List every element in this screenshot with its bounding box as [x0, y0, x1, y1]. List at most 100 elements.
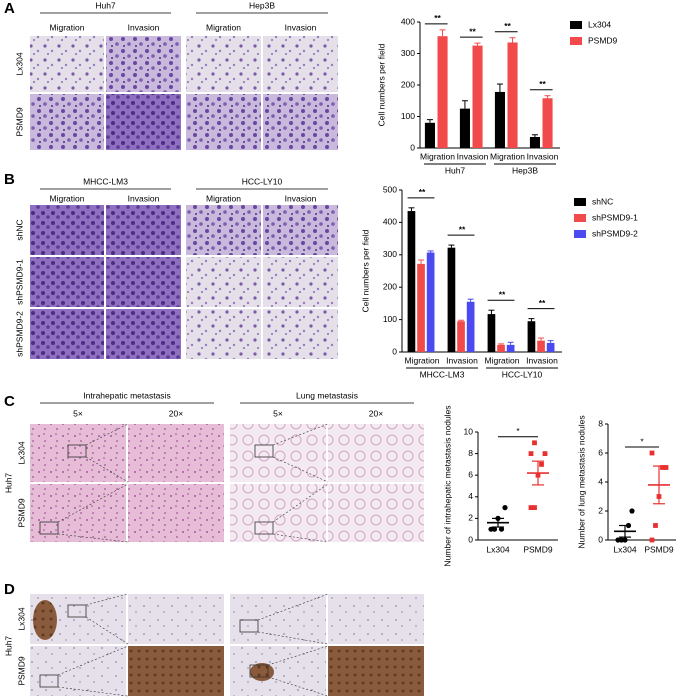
- micrograph: [30, 646, 126, 696]
- micrograph: [186, 205, 261, 255]
- zoom-line: [57, 645, 129, 676]
- data-point: [528, 505, 534, 510]
- micrograph: [328, 646, 424, 696]
- stained-tissue: [33, 600, 57, 640]
- data-point: [653, 523, 658, 528]
- zoom-line: [272, 423, 329, 446]
- micrograph: [106, 205, 181, 255]
- legend-swatch: [570, 37, 582, 45]
- legend-swatch: [574, 230, 586, 238]
- micrograph: [263, 94, 338, 150]
- panel-label: C: [4, 393, 15, 410]
- y-tick-label: 200: [401, 79, 415, 89]
- y-axis-label: Cell numbers per field: [360, 229, 370, 312]
- micrograph: [30, 257, 104, 307]
- micrograph: [263, 205, 338, 255]
- bar: [457, 321, 465, 352]
- significance-label: **: [504, 21, 511, 31]
- column-label: 20×: [369, 408, 383, 418]
- bar: [506, 344, 515, 352]
- column-label: 5×: [73, 408, 83, 418]
- data-point: [649, 537, 655, 543]
- data-point: [491, 526, 498, 532]
- y-tick-label: 4: [598, 476, 603, 486]
- group-label: HCC-LY10: [242, 176, 283, 186]
- significance-label: *: [516, 426, 520, 436]
- legend-label: shNC: [592, 196, 613, 206]
- micrograph: [128, 646, 224, 696]
- zoom-box: [39, 521, 59, 535]
- legend-label: PSMD9: [588, 35, 618, 45]
- data-point: [542, 451, 548, 456]
- row-label: PSMD9: [16, 656, 26, 686]
- group-label: MHCC-LM3: [420, 369, 465, 379]
- column-label: 5×: [273, 408, 283, 418]
- column-label: Migration: [206, 22, 241, 32]
- data-point: [649, 450, 655, 456]
- data-point: [539, 462, 544, 467]
- x-tick-label: Lx304: [613, 544, 636, 554]
- micrograph: [263, 309, 338, 359]
- row-label: shNC: [14, 219, 24, 240]
- micrograph: [30, 205, 104, 255]
- bar: [417, 263, 425, 352]
- y-axis-label: Number of lung metastasis nodules: [576, 415, 586, 548]
- group-label: Intrahepatic metastasis: [83, 390, 170, 400]
- row-label: Lx304: [14, 52, 24, 75]
- column-label: Migration: [50, 22, 85, 32]
- x-tick-label: Migration: [490, 151, 525, 161]
- legend-label: shPSMD9-2: [592, 228, 638, 238]
- group-label: Lung metastasis: [296, 390, 358, 400]
- significance-label: **: [469, 26, 476, 36]
- y-tick-label: 500: [383, 184, 397, 194]
- micrograph: [328, 424, 424, 482]
- zoom-box: [254, 521, 274, 535]
- legend-swatch: [570, 21, 582, 29]
- zoom-line: [85, 593, 129, 606]
- data-point: [528, 451, 534, 456]
- bar: [437, 36, 448, 148]
- micrograph: [128, 424, 224, 482]
- micrograph: [186, 257, 261, 307]
- data-point: [663, 465, 669, 470]
- data-point: [498, 526, 505, 532]
- group-label: Hep3B: [249, 0, 275, 10]
- y-tick-label: 4: [468, 491, 473, 501]
- y-tick-label: 8: [598, 418, 603, 428]
- micrograph: [186, 94, 261, 150]
- bar: [447, 247, 456, 352]
- zoom-box: [249, 664, 269, 678]
- column-label: Invasion: [285, 193, 317, 203]
- micrograph: [328, 484, 424, 542]
- x-tick-label: Migration: [405, 355, 440, 365]
- y-tick-label: 300: [401, 48, 415, 58]
- micrograph: [230, 484, 326, 542]
- micrograph: [128, 594, 224, 644]
- y-tick-label: 0: [598, 534, 603, 544]
- zoom-line: [267, 676, 329, 697]
- micrograph: [30, 36, 104, 92]
- group-label: Hep3B: [512, 165, 538, 175]
- data-point: [622, 537, 628, 543]
- bar: [424, 122, 435, 148]
- zoom-box: [254, 444, 274, 458]
- micrograph: [30, 309, 104, 359]
- zoom-line: [272, 483, 329, 523]
- row-label: Lx304: [16, 607, 26, 630]
- micrograph: [106, 257, 181, 307]
- group-label: Huh7: [445, 165, 466, 175]
- group-label: MHCC-LM3: [83, 176, 128, 186]
- significance-label: *: [640, 436, 644, 446]
- group-label: HCC-LY10: [502, 369, 543, 379]
- y-tick-label: 0: [392, 346, 397, 356]
- micrograph: [106, 36, 181, 92]
- zoom-box: [239, 619, 259, 633]
- legend-swatch: [574, 198, 586, 206]
- micrograph: [30, 484, 126, 542]
- bar: [472, 45, 483, 148]
- y-tick-label: 8: [468, 448, 473, 458]
- micrograph: [230, 424, 326, 482]
- micrograph: [263, 36, 338, 92]
- panel-label: B: [4, 171, 15, 188]
- row-label: Lx304: [16, 441, 26, 464]
